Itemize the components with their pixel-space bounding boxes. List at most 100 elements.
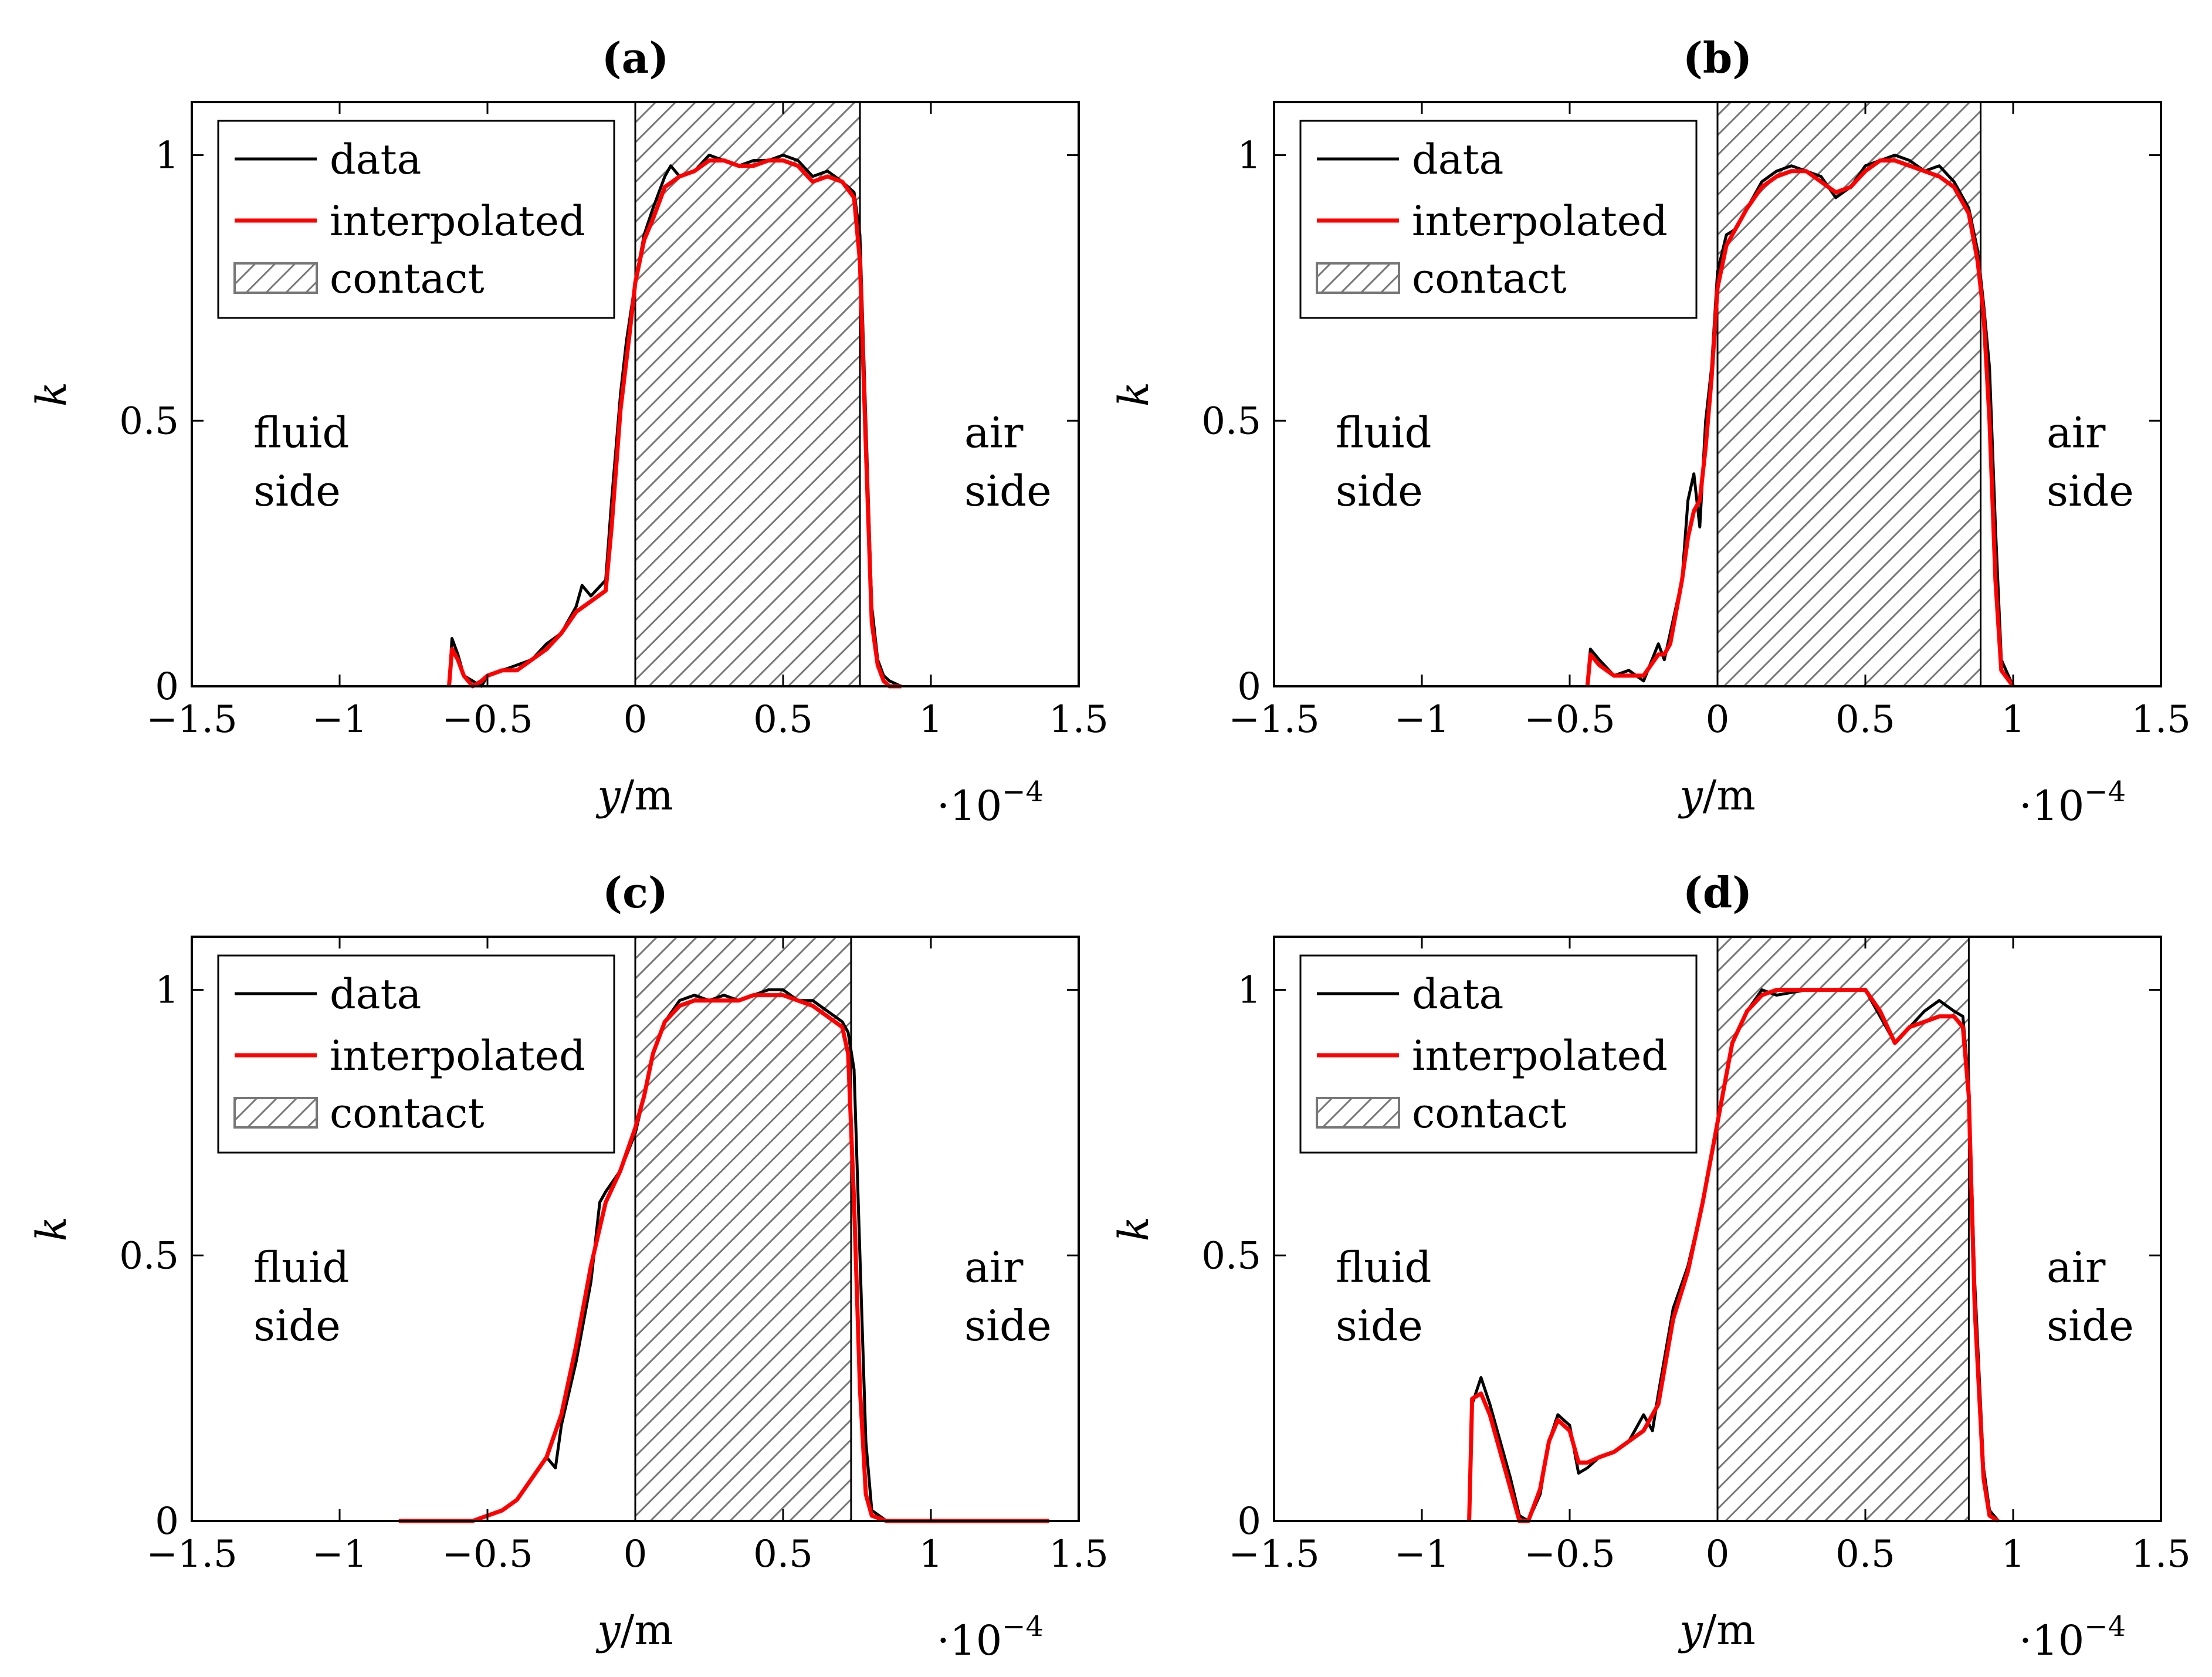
- x-tick-label: 0: [624, 1533, 648, 1576]
- series-line-interpolated: [1585, 158, 2015, 688]
- fluid-side-label: side: [253, 466, 341, 516]
- x-tick-label: −1: [1394, 698, 1449, 741]
- fluid-side-label: side: [253, 1301, 341, 1350]
- panel-b: (b) −1.5 −1 −0.5 0 0.5 1 1.5 0 0.5 1 y/m ·10−4 k fluid…: [1110, 33, 2191, 830]
- x-tick-label: 0.5: [1835, 698, 1895, 741]
- legend-label-interpolated: interpolated: [330, 197, 585, 245]
- legend-label-data: data: [330, 970, 421, 1018]
- x-scale-note: ·10−4: [2019, 775, 2126, 830]
- x-tick-label: 1.5: [2131, 698, 2191, 741]
- x-tick-label: 0: [1706, 698, 1730, 741]
- air-side-label: air: [2047, 408, 2106, 458]
- y-axis-label: k: [1110, 1217, 1158, 1241]
- air-side-label: side: [964, 1301, 1052, 1350]
- contact-region: [635, 102, 861, 686]
- x-tick-label: −0.5: [1524, 1533, 1615, 1576]
- y-axis-label: k: [1110, 382, 1158, 406]
- x-axis-label: y/m: [1678, 771, 1756, 819]
- x-tick-label: −0.5: [442, 698, 533, 741]
- legend: data interpolated contact: [217, 120, 615, 319]
- contact-region: [1718, 937, 1969, 1521]
- x-tick-label: −1.5: [1228, 698, 1319, 741]
- panel-title: (c): [602, 868, 668, 917]
- x-tick-label: 1.5: [1049, 698, 1109, 741]
- legend-label-contact: contact: [330, 1089, 485, 1137]
- series-line-interpolated: [447, 158, 902, 689]
- legend: data interpolated contact: [217, 954, 615, 1154]
- x-axis-label: y/m: [1678, 1606, 1756, 1654]
- contact-region: [1718, 102, 1981, 686]
- legend-label-contact: contact: [1412, 255, 1567, 303]
- x-tick-label: 0.5: [1835, 1533, 1895, 1576]
- panel-title: (b): [1683, 33, 1752, 83]
- x-tick-label: −1.5: [146, 698, 237, 741]
- x-tick-label: −0.5: [1524, 698, 1615, 741]
- panel-title: (d): [1683, 868, 1752, 917]
- legend-label-interpolated: interpolated: [330, 1032, 585, 1080]
- legend-label-contact: contact: [330, 255, 485, 303]
- legend-label-data: data: [1412, 970, 1503, 1018]
- y-tick-label: 0.5: [119, 399, 179, 443]
- y-tick-label: 0.5: [119, 1234, 179, 1278]
- legend-label-interpolated: interpolated: [1412, 1032, 1668, 1080]
- x-tick-label: 1: [919, 698, 943, 741]
- x-axis-label: y/m: [595, 771, 673, 819]
- panels: (a) −1.5 −1 −0.5 0 0.5 1 1.5 0 0.5 1 y/m ·10−4 k fluid…: [28, 33, 2191, 1665]
- x-scale-note: ·10−4: [2019, 1610, 2126, 1665]
- x-tick-label: −1: [1394, 1533, 1449, 1576]
- x-tick-label: 0.5: [753, 1533, 813, 1576]
- air-side-label: air: [964, 1243, 1024, 1292]
- legend-swatch-contact: [1316, 262, 1400, 294]
- legend-label-data: data: [330, 135, 421, 184]
- x-tick-label: 0.5: [753, 698, 813, 741]
- x-scale-note: ·10−4: [937, 775, 1044, 830]
- y-tick-label: 1: [1237, 969, 1261, 1012]
- fluid-side-label: fluid: [1336, 408, 1432, 458]
- x-tick-label: 1: [919, 1533, 943, 1576]
- x-tick-label: −0.5: [442, 1533, 533, 1576]
- legend: data interpolated contact: [1299, 120, 1698, 319]
- y-tick-label: 0: [155, 1500, 179, 1543]
- y-axis-label: k: [28, 382, 76, 406]
- x-tick-label: 1: [2001, 1533, 2025, 1576]
- y-tick-label: 0: [1237, 1500, 1261, 1543]
- fluid-side-label: fluid: [253, 1243, 350, 1292]
- legend-swatch-contact: [1316, 1097, 1400, 1129]
- panel-title: (a): [602, 33, 669, 83]
- x-axis-label: y/m: [595, 1606, 673, 1654]
- x-tick-label: −1: [312, 698, 367, 741]
- x-tick-label: 0: [1706, 1533, 1730, 1576]
- contact-region: [635, 937, 851, 1521]
- x-tick-label: −1.5: [146, 1533, 237, 1576]
- x-tick-label: 0: [624, 698, 648, 741]
- y-tick-label: 0.5: [1201, 1234, 1261, 1278]
- fluid-side-label: side: [1336, 466, 1423, 516]
- air-side-label: air: [964, 408, 1024, 458]
- panel-d: (d) −1.5 −1 −0.5 0 0.5 1 1.5 0 0.5 1 y/m ·10−4 k fluid…: [1110, 868, 2191, 1665]
- air-side-label: side: [2047, 466, 2134, 516]
- fluid-side-label: fluid: [1336, 1243, 1432, 1292]
- y-tick-label: 1: [155, 969, 179, 1012]
- air-side-label: side: [2047, 1301, 2134, 1350]
- x-tick-label: −1: [312, 1533, 367, 1576]
- x-scale-note: ·10−4: [937, 1610, 1044, 1665]
- y-tick-label: 0: [1237, 665, 1261, 709]
- fluid-side-label: fluid: [253, 408, 350, 458]
- legend-label-data: data: [1412, 135, 1503, 184]
- x-tick-label: 1.5: [1049, 1533, 1109, 1576]
- panel-a: (a) −1.5 −1 −0.5 0 0.5 1 1.5 0 0.5 1 y/m ·10−4 k fluid…: [28, 33, 1109, 830]
- series-line-interpolated: [398, 993, 1049, 1523]
- air-side-label: air: [2047, 1243, 2106, 1292]
- fluid-side-label: side: [1336, 1301, 1423, 1350]
- legend-swatch-contact: [233, 262, 318, 294]
- y-axis-label: k: [28, 1217, 76, 1241]
- air-side-label: side: [964, 466, 1052, 516]
- x-tick-label: −1.5: [1228, 1533, 1319, 1576]
- y-tick-label: 0: [155, 665, 179, 709]
- legend-label-contact: contact: [1412, 1089, 1567, 1137]
- panel-c: (c) −1.5 −1 −0.5 0 0.5 1 1.5 0 0.5 1 y/m ·10−4 k fluid…: [28, 868, 1109, 1665]
- legend-label-interpolated: interpolated: [1412, 197, 1668, 245]
- legend-swatch-contact: [233, 1097, 318, 1129]
- y-tick-label: 0.5: [1201, 399, 1261, 443]
